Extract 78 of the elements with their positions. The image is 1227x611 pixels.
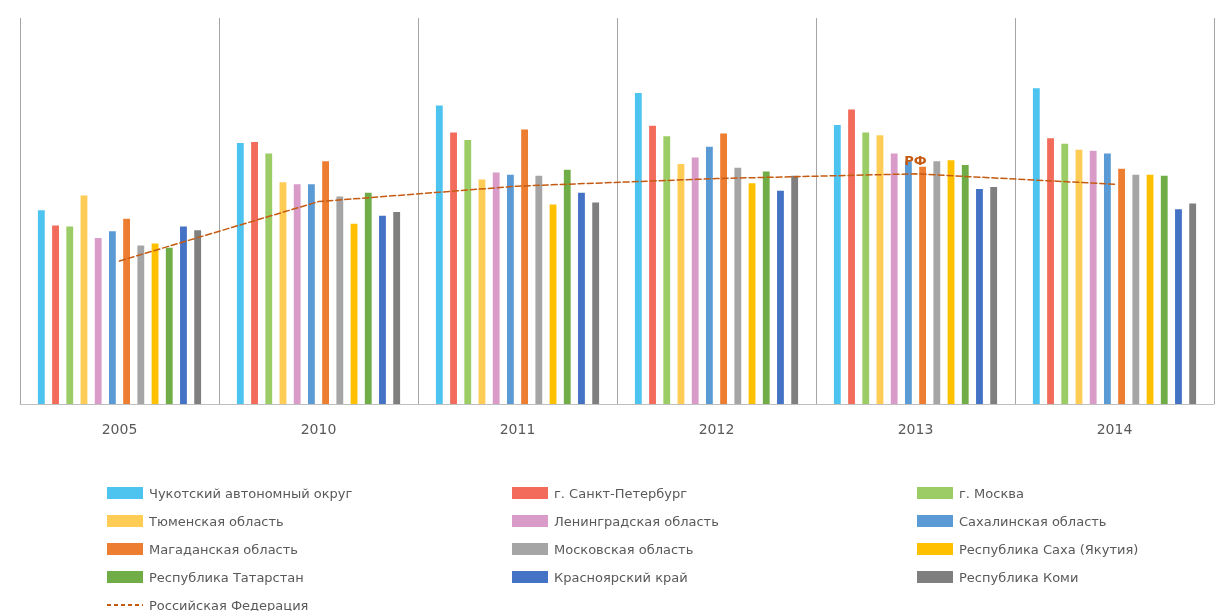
x-tick-label: 2012 — [698, 421, 735, 437]
bar — [933, 161, 941, 404]
bar — [1089, 150, 1097, 404]
bar — [1103, 153, 1111, 404]
bar — [1118, 168, 1126, 404]
legend-label: Ленинградская область — [554, 513, 719, 529]
legend-label: Республика Саха (Якутия) — [959, 541, 1139, 557]
bar — [492, 172, 500, 404]
bar — [336, 196, 344, 404]
legend-label: г. Москва — [959, 485, 1024, 501]
bar — [848, 109, 855, 404]
bar — [1061, 143, 1069, 404]
bar — [236, 142, 244, 404]
bar — [1160, 175, 1168, 404]
bar — [720, 133, 728, 404]
bar — [123, 218, 131, 404]
bar — [649, 125, 656, 404]
bar — [1175, 209, 1182, 404]
bar — [265, 153, 273, 404]
legend-label: Магаданская область — [149, 541, 298, 557]
legend-label: г. Санкт-Петербург — [554, 485, 688, 501]
bar — [506, 174, 514, 404]
bar — [464, 140, 472, 404]
bar — [1189, 203, 1197, 404]
legend-label: Сахалинская область — [959, 513, 1107, 529]
bar — [393, 212, 401, 404]
bar — [251, 141, 258, 404]
bar — [364, 192, 372, 404]
bar — [1047, 138, 1054, 404]
bar — [194, 230, 202, 404]
bar — [137, 245, 145, 404]
bar — [94, 237, 102, 404]
legend-label: Республика Татарстан — [149, 569, 304, 585]
bar — [592, 202, 600, 404]
x-tick-label: 2005 — [101, 421, 138, 437]
bar — [919, 166, 927, 404]
bar — [691, 157, 699, 404]
bar — [833, 124, 841, 404]
bar — [961, 164, 969, 404]
x-tick-label: 2010 — [300, 421, 337, 437]
annotation: РФ — [904, 153, 927, 169]
bar — [37, 210, 45, 404]
bar — [791, 175, 799, 404]
bar — [322, 161, 330, 404]
bar — [521, 129, 529, 404]
bar — [535, 175, 543, 404]
x-tick-label: 2014 — [1096, 421, 1133, 437]
bar — [108, 231, 116, 404]
bar — [862, 132, 870, 404]
x-tick-label: 2011 — [499, 421, 536, 437]
bar — [435, 105, 443, 404]
bar — [1132, 174, 1140, 404]
legend-label: Тюменская область — [149, 513, 284, 529]
bar — [180, 226, 187, 404]
legend-label: Красноярский край — [554, 569, 688, 585]
bar — [66, 226, 74, 404]
bar — [293, 184, 301, 404]
bar — [165, 247, 173, 404]
bar — [890, 153, 898, 404]
bar — [52, 225, 59, 404]
bar — [1032, 88, 1040, 404]
legend-label: Республика Коми — [959, 569, 1079, 585]
bar — [663, 136, 671, 404]
bar — [976, 188, 983, 404]
x-tick-label: 2013 — [897, 421, 934, 437]
legend-label: Чукотский автономный округ — [149, 485, 353, 501]
bar — [762, 171, 770, 404]
bar — [307, 184, 315, 404]
legend-label: Московская область — [554, 541, 694, 557]
bar — [705, 146, 713, 404]
bar — [634, 92, 642, 404]
bar — [578, 192, 585, 404]
bar — [450, 132, 457, 404]
bar — [563, 169, 571, 404]
bar — [379, 215, 386, 404]
bar — [777, 190, 784, 404]
bar — [990, 187, 998, 404]
bar — [734, 167, 742, 404]
